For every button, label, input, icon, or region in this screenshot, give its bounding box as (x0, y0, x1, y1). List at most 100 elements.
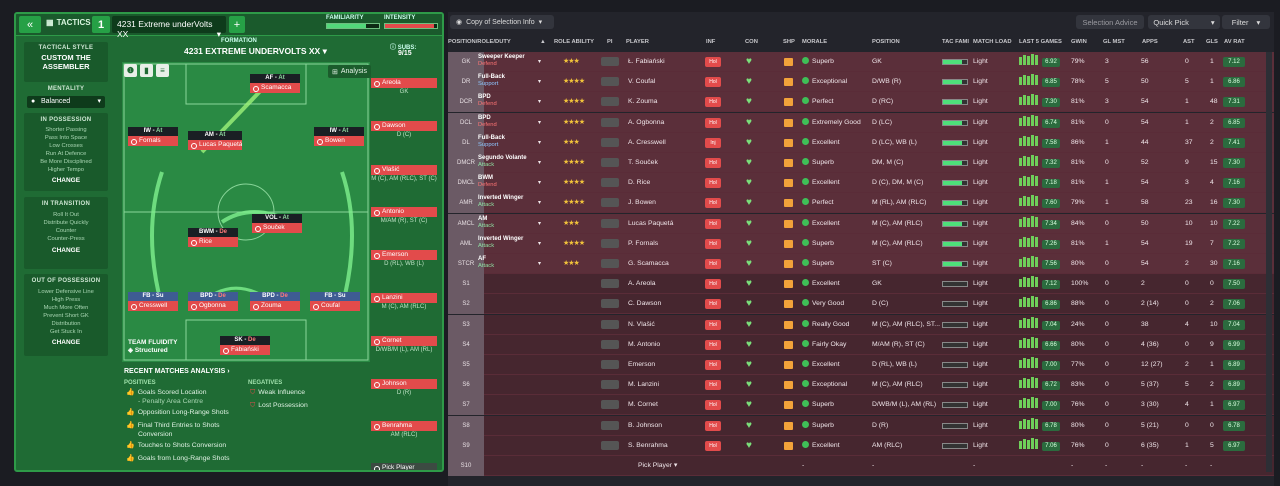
formation-name[interactable]: 4231 EXTREME UNDERVOLTS XX ▾ (184, 46, 327, 57)
col-av-rat[interactable]: AV RAT (1224, 39, 1245, 45)
tactical-style-box[interactable]: TACTICAL STYLE CUSTOM THE ASSEMBLER (24, 42, 108, 82)
player-instructions-icon[interactable] (601, 117, 619, 127)
player-card-rice[interactable]: BWM - De Rice (188, 228, 238, 247)
mentality-select[interactable]: Balanced ▾ ● (27, 96, 105, 108)
quick-pick-button[interactable]: Quick Pick ▾ (1148, 15, 1220, 29)
selection-advice-button[interactable]: Selection Advice (1076, 15, 1144, 29)
player-name[interactable]: P. Fornals (628, 239, 659, 247)
player-name[interactable]: T. Souček (628, 159, 658, 166)
filter-button[interactable]: Filter ▾ (1222, 15, 1270, 29)
sub-card[interactable]: Vlašić M (C), AM (RLC), ST (C) (371, 165, 437, 182)
player-card-zouma[interactable]: BPD - De Zouma (250, 292, 300, 311)
add-tactic-button[interactable]: + (229, 16, 245, 33)
table-row[interactable]: DL Full-Back Support ▾ ★★★ A. Cresswell Inj ♥ Ex… (448, 132, 1274, 153)
role-duty-select[interactable]: BPD Defend (478, 92, 546, 112)
role-duty-select[interactable]: Sweeper Keeper Defend (478, 52, 546, 72)
player-instructions-icon[interactable] (601, 360, 619, 369)
team-fluidity[interactable]: TEAM FLUIDITY ◈ Structured (128, 339, 177, 355)
player-instructions-icon[interactable] (601, 57, 619, 66)
table-row[interactable]: S4 M. Antonio Hol ♥ Fairly Okay M/AM (R), ST … (448, 334, 1274, 355)
player-name[interactable]: M. Lanzini (628, 381, 659, 389)
player-name[interactable]: Emerson (628, 361, 656, 368)
table-row[interactable]: DR Full-Back Support ▾ ★★★★ V. Coufal Hol ♥ Exce… (448, 72, 1274, 93)
role-duty-select[interactable]: BWM Defend (478, 173, 546, 193)
player-name[interactable]: A. Areola (628, 280, 656, 288)
sub-card[interactable]: Emerson D (RL), WB (L) (371, 250, 437, 267)
player-instructions-icon[interactable] (601, 77, 619, 87)
player-instructions-icon[interactable] (601, 299, 619, 309)
in-transition-change-button[interactable]: CHANGE (51, 247, 81, 254)
role-duty-select[interactable]: Full-Back Support (478, 72, 546, 92)
tactic-slot-number[interactable]: 1 (92, 16, 110, 33)
col-ast[interactable]: AST (1183, 39, 1195, 45)
table-row[interactable]: AMR Inverted Winger Attack ▾ ★★★★ J. Bowen Hol… (448, 193, 1274, 214)
player-instructions-icon[interactable] (601, 259, 619, 268)
table-row[interactable]: AML Inverted Winger Attack ▾ ★★★★ P. Fornals H… (448, 233, 1274, 254)
player-name[interactable]: B. Johnson (628, 421, 663, 429)
role-duty-select[interactable]: AM Attack (478, 214, 546, 234)
sub-card[interactable]: Pick Player (371, 463, 437, 470)
col-last-5-games[interactable]: LAST 5 GAMES (1019, 39, 1062, 45)
col-con[interactable]: CON (745, 39, 758, 45)
player-card-coufal[interactable]: FB - Su Coufal (310, 292, 360, 311)
sub-card[interactable]: Dawson D (C) (371, 121, 437, 138)
table-row[interactable]: DMCR Segundo Volante Attack ▾ ★★★★ T. Souček H… (448, 153, 1274, 173)
player-instructions-icon[interactable] (601, 380, 619, 390)
col-match-load[interactable]: MATCH LOAD (973, 39, 1012, 45)
player-instructions-icon[interactable] (601, 339, 619, 349)
player-name[interactable]: Lucas Paquetá (628, 219, 674, 227)
player-name[interactable]: K. Zouma (628, 98, 658, 106)
player-instructions-icon[interactable] (601, 198, 619, 208)
player-name[interactable]: Ł. Fabiański (628, 58, 665, 65)
role-duty-select[interactable]: Full-Back Support (478, 133, 546, 153)
player-instructions-icon[interactable] (601, 400, 619, 410)
player-card-cresswell[interactable]: FB - Su Cresswell (128, 292, 178, 311)
player-name[interactable]: V. Coufal (628, 78, 656, 86)
sub-card[interactable]: Cornet D/WB/M (L), AM (RL) (371, 336, 437, 353)
col-gwin[interactable]: GWIN (1071, 39, 1087, 45)
player-instructions-icon[interactable] (601, 178, 619, 188)
sub-card[interactable]: Lanzini M (C), AM (RLC) (371, 293, 437, 310)
table-row[interactable]: S3 N. Vlašić Hol ♥ Really Good M (C), AM (RLC… (448, 314, 1274, 335)
player-instructions-icon[interactable] (601, 158, 619, 167)
table-row[interactable]: S5 Emerson Hol ♥ Excellent D (RL), WB (L) Ligh… (448, 355, 1274, 375)
player-instructions-icon[interactable] (601, 420, 619, 430)
player-instructions-icon[interactable] (601, 97, 619, 107)
player-name[interactable]: A. Cresswell (628, 138, 666, 146)
player-instructions-icon[interactable] (601, 279, 619, 289)
table-row[interactable]: S2 C. Dawson Hol ♥ Very Good D (C) Light 6.86 88… (448, 294, 1274, 315)
tactic-select[interactable]: 4231 Extreme underVolts XX ▾ (112, 16, 226, 39)
col-player[interactable]: PLAYER (626, 39, 649, 45)
player-info-icon[interactable]: ❶ (124, 64, 137, 77)
table-scrollbar[interactable] (1266, 52, 1272, 472)
player-instructions-icon[interactable] (601, 440, 619, 450)
col-gl-mst[interactable]: GL MST (1103, 39, 1125, 45)
player-card-scamacca[interactable]: AF - At Scamacca (250, 74, 300, 93)
col-role-ability[interactable]: ROLE ABILITY (554, 39, 595, 45)
sub-card[interactable]: Johnson D (R) (371, 379, 437, 396)
analysis-button[interactable]: ⊞ Analysis (328, 65, 371, 78)
player-instructions-icon[interactable] (601, 319, 619, 329)
recent-matches-analysis-link[interactable]: RECENT MATCHES ANALYSIS › (124, 368, 230, 375)
player-card-paqueta[interactable]: AM - At Lucas Paquetá (188, 131, 242, 150)
sub-card[interactable]: Areola GK (371, 78, 437, 95)
player-name[interactable]: A. Ogbonna (628, 118, 665, 126)
role-duty-select[interactable]: BPD Defend (478, 113, 546, 133)
col-pi[interactable]: PI (607, 39, 613, 45)
table-row[interactable]: DMCL BWM Defend ▾ ★★★★ D. Rice Hol ♥ Excellent D … (448, 173, 1274, 194)
table-row[interactable]: S7 M. Cornet Hol ♥ Superb D/WB/M (L), AM (RL)… (448, 395, 1274, 416)
col-inf[interactable]: INF (706, 39, 716, 45)
player-name[interactable]: G. Scamacca (628, 260, 669, 267)
role-duty-select[interactable]: AF Attack (478, 254, 546, 274)
player-name[interactable]: M. Antonio (628, 340, 661, 348)
table-row[interactable]: S10 Pick Player ▾ - - - - - - - - (448, 456, 1274, 476)
role-duty-select[interactable]: Segundo Volante Attack (478, 153, 546, 173)
sub-card[interactable]: Benrahma AM (RLC) (371, 421, 437, 438)
player-name[interactable]: S. Benrahma (628, 441, 668, 449)
player-instructions-icon[interactable] (601, 238, 619, 248)
col-position[interactable]: POSITION (872, 39, 900, 45)
player-name[interactable]: J. Bowen (628, 199, 656, 207)
player-card-fornals[interactable]: IW - At Fornals (128, 127, 178, 146)
table-row[interactable]: S9 S. Benrahma Hol ♥ Excellent AM (RLC) Light 7… (448, 435, 1274, 456)
col-shp[interactable]: SHP (783, 39, 795, 45)
